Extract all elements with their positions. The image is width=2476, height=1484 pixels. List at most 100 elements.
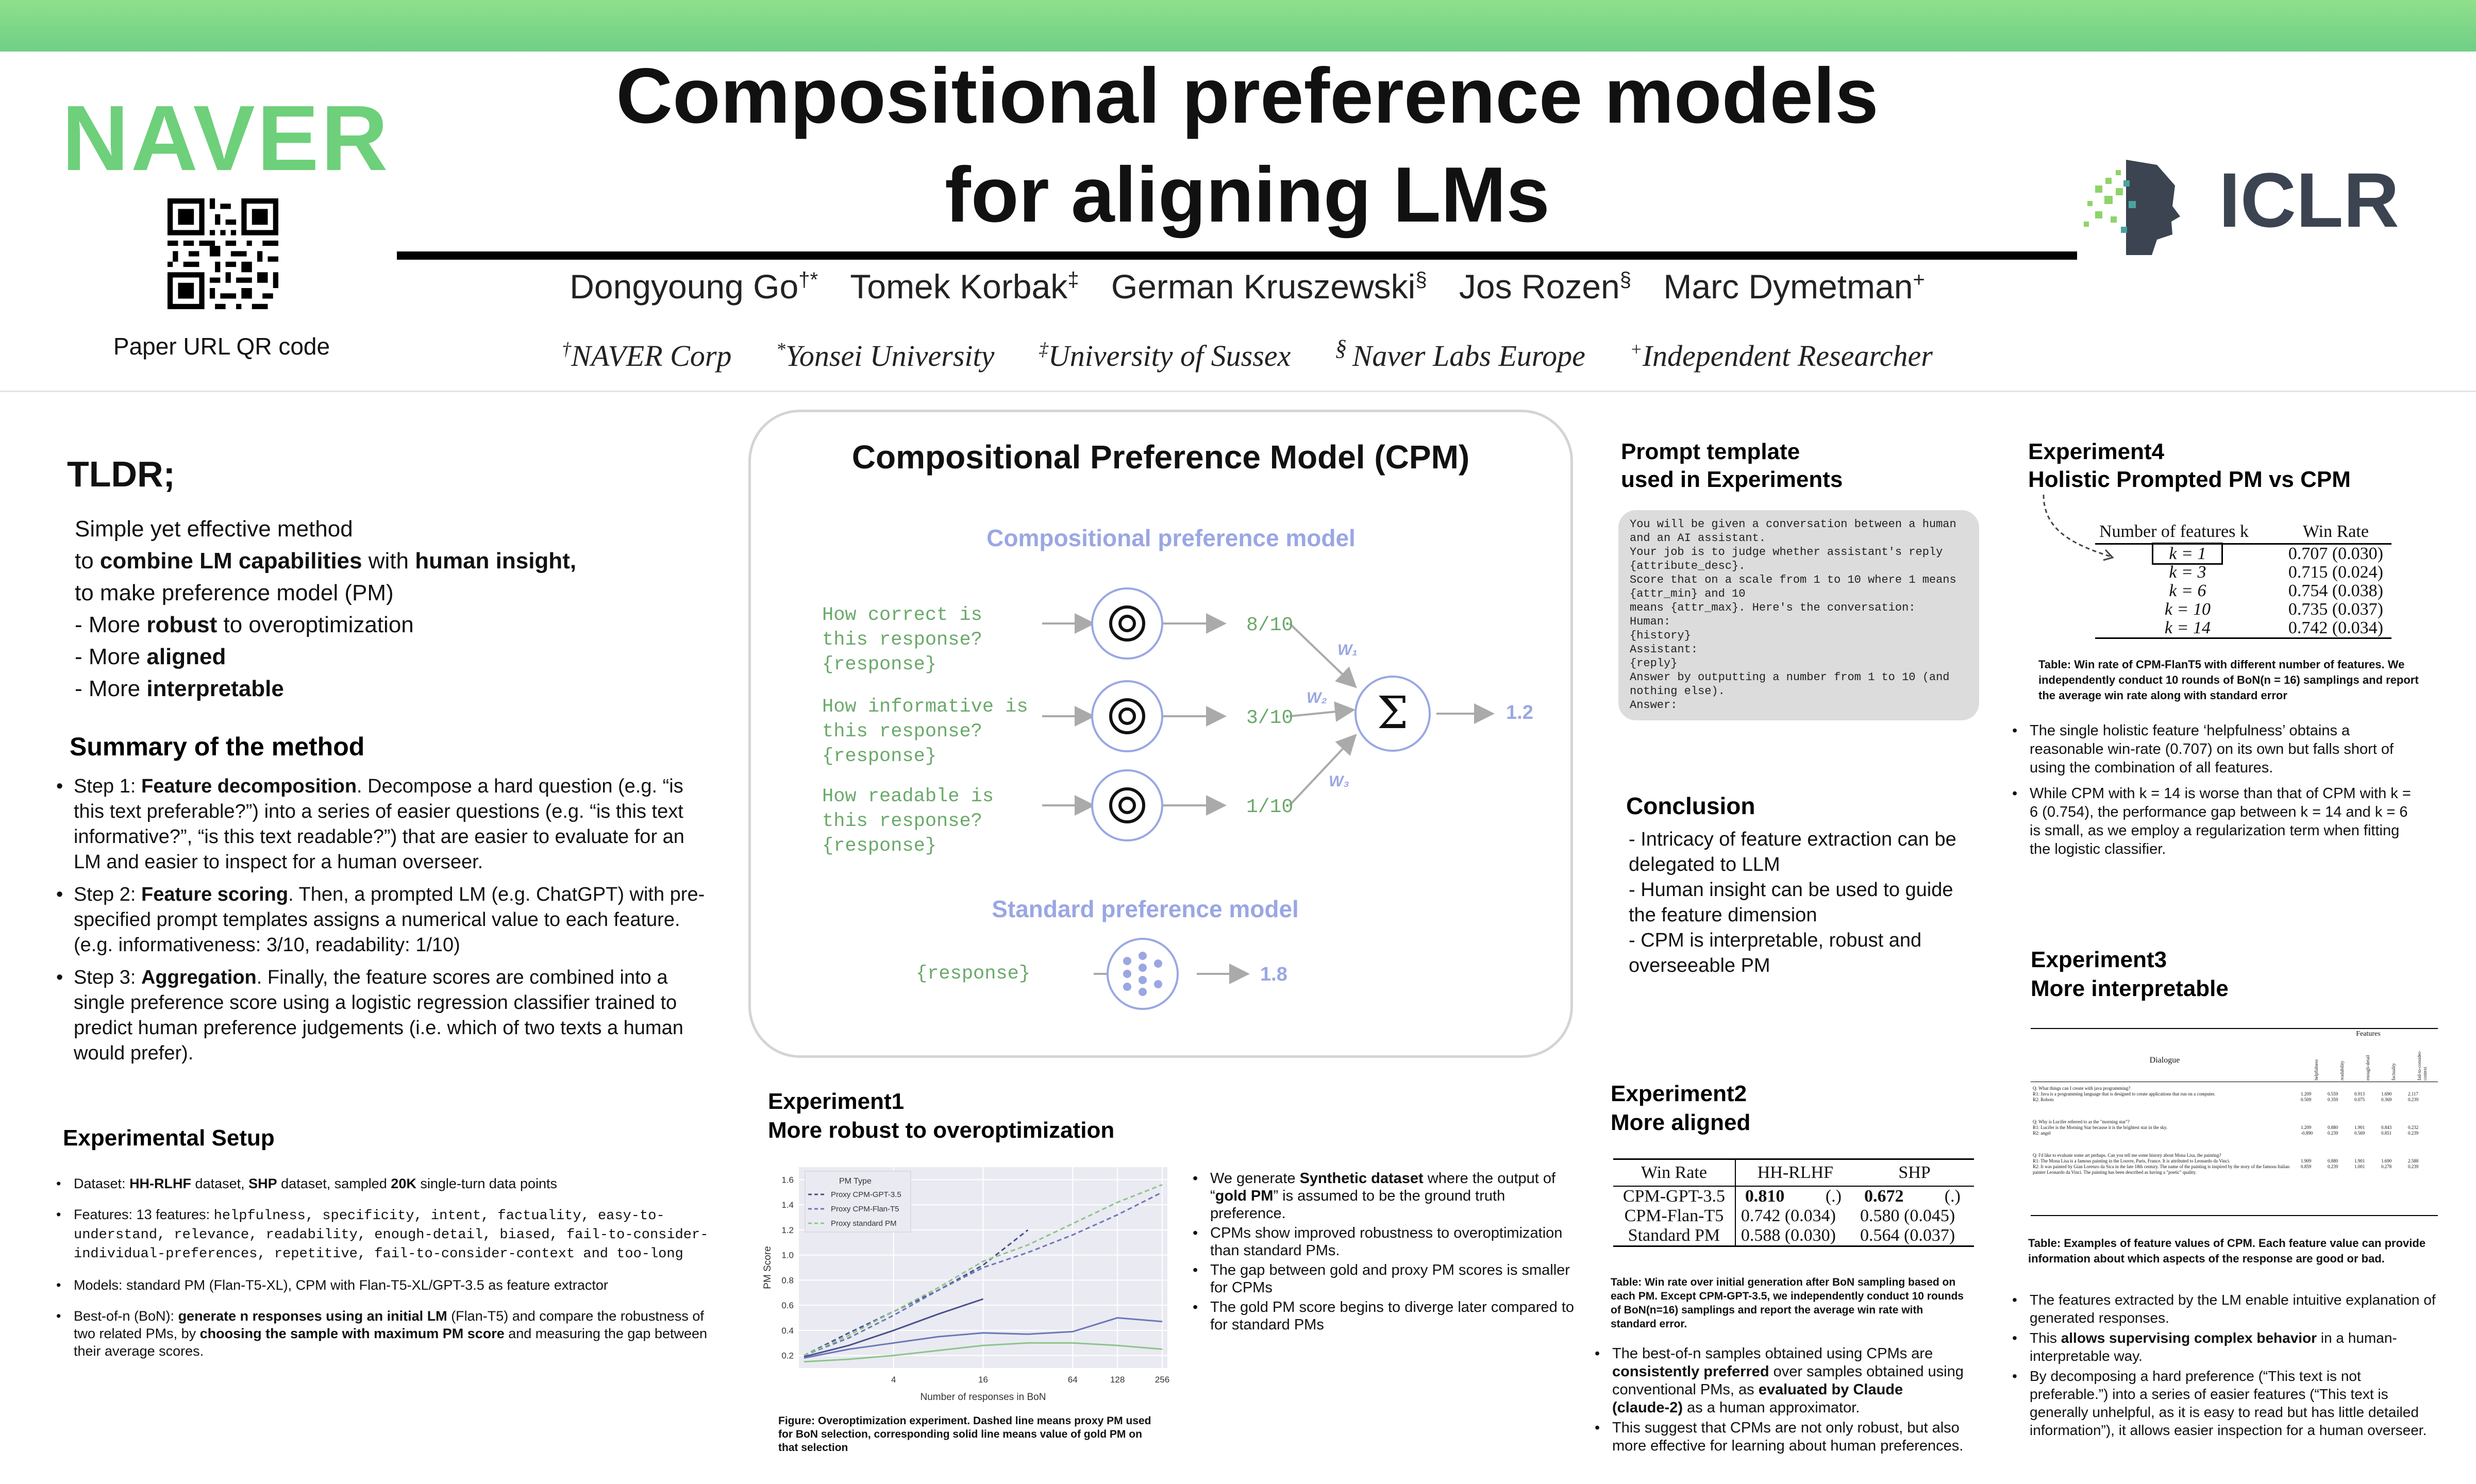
list-item: By decomposing a hard preference (“This … [2010, 1367, 2443, 1439]
naver-logo: NAVER [62, 87, 390, 190]
std-input: {response} [916, 963, 1031, 985]
exp3-heading: Experiment3 More interpretable [2031, 947, 2229, 1001]
prompt-template-box: You will be given a conversation between… [1618, 510, 1979, 720]
question-3: How readable is this response? {response} [822, 786, 994, 857]
list-item: - Human insight can be used to guide the… [1629, 879, 1953, 926]
affiliation: § Naver Labs Europe [1335, 335, 1585, 373]
series-line [804, 1317, 1163, 1359]
y-tick-label: 1.6 [781, 1175, 794, 1185]
y-tick-label: 1.0 [781, 1251, 794, 1260]
affiliation: ‡University of Sussex [1039, 339, 1291, 373]
exp3-bullets: The features extracted by the LM enable … [2010, 1291, 2443, 1446]
neural-net-icon [1107, 938, 1179, 1010]
summary-steps: Step 1: Feature decomposition. Decompose… [54, 774, 709, 1073]
exp1-bullets: We generate Synthetic dataset where the … [1191, 1170, 1577, 1341]
weight-1: W₁ [1337, 642, 1358, 659]
list-item: The features extracted by the LM enable … [2010, 1291, 2443, 1327]
y-axis-label: PM Score [762, 1246, 773, 1289]
series-line [804, 1184, 1163, 1356]
exp4-bullets: The single holistic feature ‘helpfulness… [2010, 721, 2422, 866]
y-tick-label: 1.4 [781, 1200, 794, 1210]
tldr-heading: TLDR; [67, 454, 175, 494]
series-line [804, 1342, 1163, 1363]
list-item: - Intricacy of feature extraction can be… [1629, 829, 1956, 875]
table-row: k = 1 0.707 (0.030) [2095, 543, 2391, 565]
legend-entry: Proxy CPM-GPT-3.5 [831, 1190, 901, 1199]
list-item: Dataset: HH-RLHF dataset, SHP dataset, s… [54, 1175, 724, 1192]
conclusion-body: - Intricacy of feature extraction can be… [1629, 827, 1964, 979]
list-item: Step 1: Feature decomposition. Decompose… [54, 774, 709, 875]
std-subtitle: Standard preference model [992, 896, 1299, 922]
list-item: Models: standard PM (Flan-T5-XL), CPM wi… [54, 1276, 724, 1294]
chatgpt-icon [1091, 587, 1163, 841]
conclusion-heading: Conclusion [1626, 792, 1755, 819]
exp3-caption: Table: Examples of feature values of CPM… [2028, 1237, 2426, 1265]
cpm-subtitle: Compositional preference model [986, 525, 1356, 551]
setup-list: Dataset: HH-RLHF dataset, SHP dataset, s… [54, 1175, 724, 1367]
exp1-heading: Experiment1 More robust to overoptimizati… [768, 1089, 1115, 1143]
author: Tomek Korbak‡ [850, 267, 1079, 306]
poster-title: Compositional preference models for alig… [616, 52, 1879, 239]
author-list: Dongyoung Go†* Tomek Korbak‡ German Krus… [392, 267, 2103, 306]
legend-box [805, 1171, 911, 1233]
x-axis-label: Number of responses in BoN [921, 1392, 1046, 1403]
affiliation: †NAVER Corp [562, 339, 732, 373]
list-item: Step 3: Aggregation. Finally, the featur… [54, 965, 709, 1066]
setup-heading: Experimental Setup [63, 1125, 275, 1151]
tldr-body: Simple yet effective method to combine L… [75, 516, 577, 701]
qr-code [168, 198, 278, 309]
header-band [0, 0, 2476, 52]
author: Dongyoung Go†* [570, 267, 818, 306]
table-row: k = 3 0.715 (0.024) [2169, 563, 2384, 582]
author: German Kruszewski§ [1111, 267, 1427, 306]
author: Jos Rozen§ [1459, 267, 1631, 306]
y-tick-label: 0.8 [781, 1275, 794, 1285]
sigma-symbol: Σ [1377, 687, 1409, 739]
list-item: Features: 13 features: helpfulness, spec… [54, 1206, 724, 1263]
cpm-arrows: Σ [1042, 587, 1495, 1010]
list-item: Step 2: Feature scoring. Then, a prompte… [54, 882, 709, 958]
table-row: Q: What things can I create with java pr… [2033, 1086, 2419, 1102]
table-row: CPM-GPT-3.5 0.810 (.) 0.672 (.) [1622, 1186, 1961, 1206]
score-2: 3/10 [1246, 707, 1294, 729]
legend-title: PM Type [839, 1177, 872, 1186]
sum-node [1354, 676, 1431, 752]
legend-entry: Proxy CPM-Flan-T5 [831, 1205, 899, 1213]
y-tick-label: 1.2 [781, 1225, 794, 1235]
author: Marc Dymetman+ [1663, 267, 1925, 306]
table-row: CPM-Flan-T5 0.742 (0.034) 0.580 (0.045) [1624, 1206, 1955, 1226]
overoptimization-chart: 0.2 0.4 0.6 0.8 1.0 1.2 1.4 1.6 4 16 64 128 256 Numbe… [762, 1167, 1169, 1403]
exp2-heading: Experiment2 More aligned [1611, 1081, 1751, 1135]
exp1-caption: Figure: Overoptimization experiment. Das… [778, 1415, 1151, 1454]
title-rule [397, 251, 2077, 260]
weight-3: W₃ [1329, 773, 1349, 790]
x-tick-label: 64 [1068, 1375, 1078, 1385]
exp2-table: Win Rate HH-RLHF SHP CPM-GPT-3.5 0.810 (.)… [1613, 1158, 1974, 1247]
affiliation: *Yonsei University [776, 339, 995, 373]
list-item: We generate Synthetic dataset where the … [1191, 1170, 1577, 1222]
x-tick-label: 16 [978, 1375, 988, 1385]
affiliation: +Independent Researcher [1630, 339, 1933, 373]
iclr-logo: ICLR [2084, 157, 2399, 255]
exp2-bullets: The best-of-n samples obtained using CPM… [1593, 1345, 1964, 1462]
table-row: k = 14 0.742 (0.034) [2095, 619, 2391, 638]
series-line [804, 1298, 983, 1358]
list-item: This allows supervising complex behavior… [2010, 1329, 2443, 1365]
arrow-annotation-icon [2043, 494, 2114, 561]
list-item: This suggest that CPMs are not only robu… [1593, 1419, 1964, 1455]
qr-caption: Paper URL QR code [113, 333, 330, 360]
list-item: The best-of-n samples obtained using CPM… [1593, 1345, 1964, 1417]
cpm-output: 1.2 [1506, 702, 1533, 723]
list-item: The single holistic feature ‘helpfulness… [2010, 721, 2422, 777]
table-row: Q: I'd like to evaluate some art perhaps… [2033, 1153, 2419, 1175]
exp4-caption: Table: Win rate of CPM-FlanT5 with diffe… [2038, 658, 2419, 702]
list-item: The gap between gold and proxy PM scores… [1191, 1261, 1577, 1296]
question-2: How informative is this response? {respons… [822, 696, 1028, 767]
y-tick-label: 0.2 [781, 1351, 794, 1361]
summary-heading: Summary of the method [70, 732, 365, 761]
list-item: While CPM with k = 14 is worse than that… [2010, 784, 2422, 858]
list-item: Best-of-n (BoN): generate n responses us… [54, 1307, 724, 1360]
table-row: Standard PM 0.588 (0.030) 0.564 (0.037) [1613, 1226, 1974, 1246]
exp4-heading: Experiment4 Holistic Prompted PM vs CPM [2028, 439, 2351, 492]
list-item: CPMs show improved robustness to overopt… [1191, 1224, 1577, 1259]
